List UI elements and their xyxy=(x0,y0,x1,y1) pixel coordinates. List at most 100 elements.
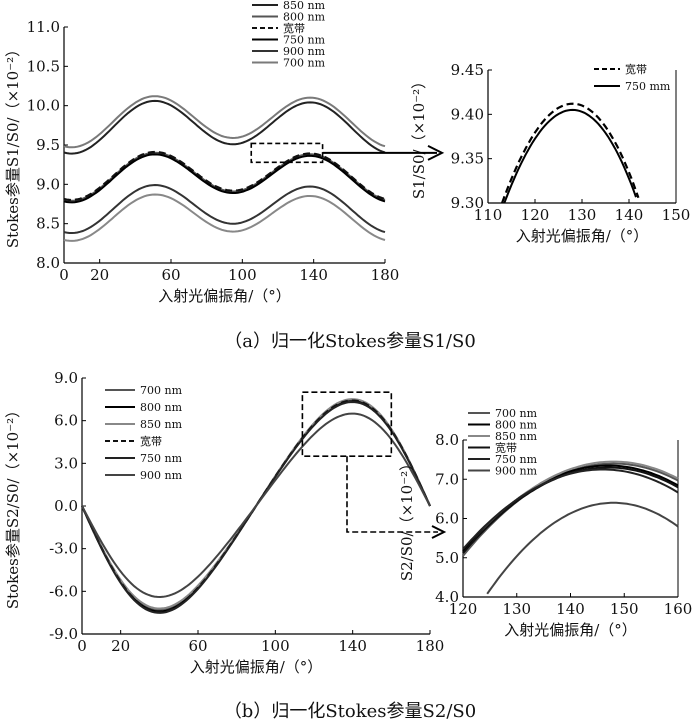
y-axis-label: Stokes参量S2/S0/（×10⁻²） xyxy=(4,403,22,609)
y-tick-label: 6.0 xyxy=(435,510,459,528)
legend-label: 宽带 xyxy=(283,21,305,35)
legend-label: 900 nm xyxy=(283,45,326,58)
x-tick-label: 20 xyxy=(90,266,109,284)
legend-label: 700 nm xyxy=(283,57,326,70)
x-tick-label: 160 xyxy=(664,600,693,618)
legend-label: 800 nm xyxy=(140,401,183,414)
x-tick-label: 150 xyxy=(662,206,691,224)
x-axis-label: 入射光偏振角/（°） xyxy=(158,287,291,305)
x-tick-label: 60 xyxy=(161,266,180,284)
x-axis-label: 入射光偏振角/（°） xyxy=(504,621,637,639)
x-tick-label: 100 xyxy=(228,266,257,284)
series-line xyxy=(503,108,637,204)
legend-label: 750 nm xyxy=(283,34,326,47)
series-line xyxy=(81,398,431,610)
y-axis-label: S1/S0/（×10⁻²） xyxy=(410,74,428,199)
caption-a: （a）归一化Stokes参量S1/S0 xyxy=(224,331,476,352)
x-tick-label: 140 xyxy=(556,600,585,618)
legend-a-inset: 宽带 750 mm xyxy=(594,62,671,93)
arrowhead-a xyxy=(427,144,445,161)
chart-b-inset: 120 130 140 150 160 4.0 5.0 6.0 7.0 8.0 入射光偏振角/（°）… xyxy=(398,407,692,639)
chart-a-inset: 110 120 130 140 150 9.30 9.35 9.40 9.45 入射光偏振角/（°… xyxy=(410,61,690,245)
y-tick-label: 9.0 xyxy=(36,175,60,193)
x-tick-label: 150 xyxy=(610,600,639,618)
arrowhead-b xyxy=(431,525,447,539)
legend-label: 800 nm xyxy=(283,11,326,24)
y-axis-label: S2/S0/（×10⁻²） xyxy=(398,456,416,581)
chart-a-main: 0 20 60 100 140 180 8.0 8.5 9.0 9.5 10.0 10.5 11.0 入射… xyxy=(4,0,399,305)
y-tick-label: 9.40 xyxy=(451,105,484,123)
series-line xyxy=(63,99,386,155)
y-tick-label: -3.0 xyxy=(49,540,78,558)
series-line xyxy=(80,399,432,613)
y-tick-label: 11.0 xyxy=(27,18,60,36)
x-tick-label: 140 xyxy=(299,266,328,284)
series-line xyxy=(63,193,386,242)
series-line xyxy=(63,151,386,202)
legend-label: 900 nm xyxy=(495,465,538,478)
legend-label: 850 nm xyxy=(140,418,183,431)
series-line xyxy=(501,102,640,204)
legend-label: 750 nm xyxy=(140,452,183,465)
y-tick-label: 8.5 xyxy=(36,215,60,233)
legend-label: 850 nm xyxy=(283,0,326,12)
legend-label: 700 nm xyxy=(140,384,183,397)
y-tick-label: 9.30 xyxy=(451,194,484,212)
x-tick-label: 60 xyxy=(188,637,207,655)
x-axis-label: 入射光偏振角/（°） xyxy=(516,227,649,245)
legend-b-main: 700 nm 800 nm 850 nm 宽带 750 nm 900 nm xyxy=(105,384,183,482)
legend-label: 750 mm xyxy=(625,80,671,93)
series-line xyxy=(462,468,679,550)
legend-label: 宽带 xyxy=(495,441,517,455)
zoom-box-b xyxy=(301,391,393,458)
x-tick-label: 20 xyxy=(111,637,130,655)
zoom-arrow-b xyxy=(346,456,438,533)
y-tick-label: 9.5 xyxy=(36,136,60,154)
x-axis-label: 入射光偏振角/（°） xyxy=(190,658,323,676)
zoom-annotations xyxy=(250,142,447,539)
zoom-box-a xyxy=(250,142,324,164)
x-tick-label: 100 xyxy=(261,637,290,655)
y-axis-label: Stokes参量S1/S0/（×10⁻²） xyxy=(4,42,22,248)
y-tick-label: -6.0 xyxy=(49,582,78,600)
y-tick-label: 10.5 xyxy=(27,57,60,75)
y-tick-label: 9.35 xyxy=(451,150,484,168)
y-tick-label: 8.0 xyxy=(435,431,459,449)
x-tick-label: 180 xyxy=(416,637,445,655)
y-tick-label: 0.0 xyxy=(54,497,78,515)
x-tick-label: 140 xyxy=(338,637,367,655)
y-tick-label: 3.0 xyxy=(54,454,78,472)
y-tick-label: 8.0 xyxy=(36,254,60,272)
y-tick-label: 4.0 xyxy=(435,588,459,606)
y-tick-label: 5.0 xyxy=(435,549,459,567)
x-tick-label: 0 xyxy=(77,637,87,655)
series-line xyxy=(63,183,386,234)
y-tick-label: -9.0 xyxy=(49,625,78,643)
y-tick-label: 6.0 xyxy=(54,412,78,430)
x-tick-label: 130 xyxy=(568,206,597,224)
series-line xyxy=(63,153,386,204)
x-tick-label: 140 xyxy=(615,206,644,224)
series-line xyxy=(81,412,431,599)
legend-label: 宽带 xyxy=(625,62,647,76)
legend-label: 800 nm xyxy=(495,419,538,432)
x-tick-label: 120 xyxy=(521,206,550,224)
legend-label: 700 nm xyxy=(495,407,538,420)
y-tick-label: 7.0 xyxy=(435,470,459,488)
chart-b-main: 0 20 60 100 140 180 9.0 6.0 3.0 0.0 -3.0 -6.0 -9.0 入射… xyxy=(4,369,444,676)
y-tick-label: 9.0 xyxy=(54,369,78,387)
x-tick-label: 110 xyxy=(474,206,503,224)
y-tick-label: 10.0 xyxy=(27,97,60,115)
legend-label: 宽带 xyxy=(140,434,162,448)
x-tick-label: 120 xyxy=(449,600,478,618)
legend-label: 900 nm xyxy=(140,469,183,482)
legend-label: 850 nm xyxy=(495,430,538,443)
caption-b: （b）归一化Stokes参量S2/S0 xyxy=(224,701,476,722)
series-line xyxy=(63,95,386,149)
y-tick-label: 9.45 xyxy=(451,61,484,79)
x-tick-label: 130 xyxy=(502,600,531,618)
series-line xyxy=(462,466,679,554)
